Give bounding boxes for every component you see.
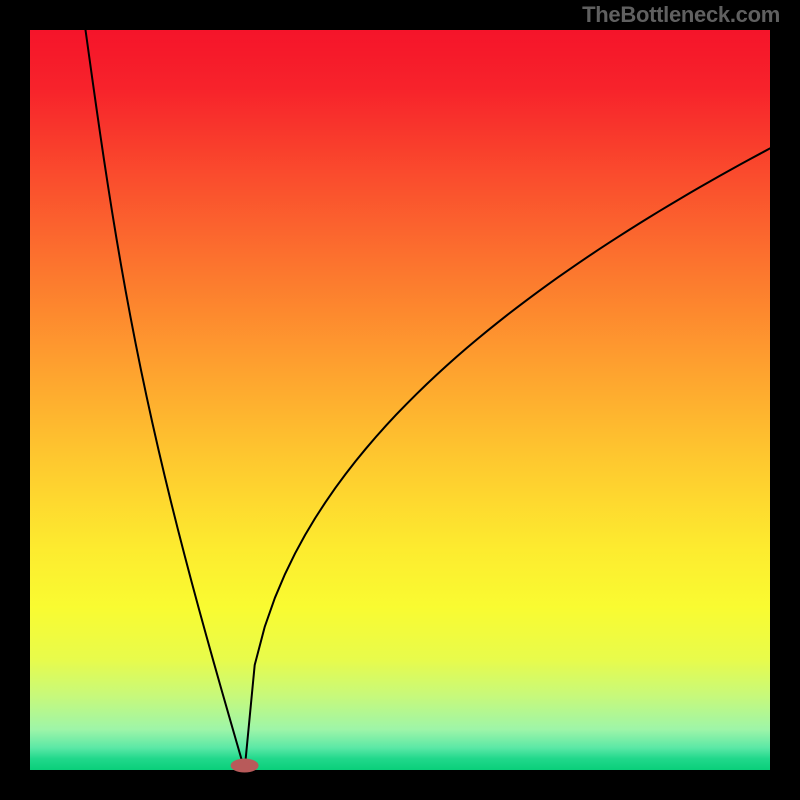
- minimum-marker: [231, 759, 259, 773]
- chart-container: TheBottleneck.com: [0, 0, 800, 800]
- chart-svg: [0, 0, 800, 800]
- plot-gradient-background: [30, 30, 770, 770]
- watermark-text: TheBottleneck.com: [582, 2, 780, 28]
